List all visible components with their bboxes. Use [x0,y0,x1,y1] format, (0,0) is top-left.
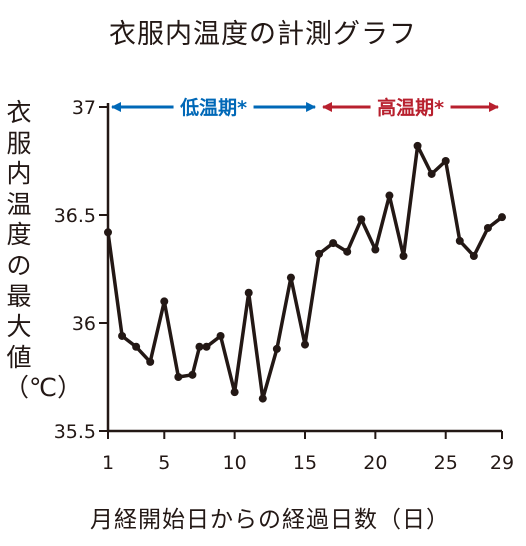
data-point [498,213,506,222]
data-point [188,370,197,379]
data-point [413,141,422,150]
data-point [118,331,127,340]
phase-label: 低温期* [179,96,247,119]
data-point [441,157,450,165]
data-point [244,288,253,297]
data-point [286,273,295,282]
x-tick-label: 15 [293,452,317,474]
data-point [230,388,239,397]
data-point [455,236,464,245]
y-axis-label: 衣服内温度の最大値（℃） [4,98,83,403]
data-point [272,344,281,353]
chart-title: 衣服内温度の計測グラフ [109,19,417,50]
y-tick-label: 36.5 [54,205,96,227]
data-point [343,247,352,256]
x-tick-label: 1 [102,452,114,474]
data-point [174,373,183,381]
y-tick-label: 37 [72,97,96,119]
y-tick-label: 36 [72,313,96,335]
x-tick-label: 29 [490,452,514,474]
x-tick-label: 25 [434,452,458,474]
phase-label: 高温期* [377,96,444,119]
data-point [329,239,338,248]
data-point [132,342,141,351]
data-point [202,342,211,351]
data-point [399,252,408,261]
data-point [146,357,155,366]
data-point [104,228,112,237]
series-line [106,144,504,401]
y-tick-label: 35.5 [54,421,96,443]
x-tick-label: 5 [158,452,170,474]
data-point [258,394,267,403]
data-point [371,245,380,254]
x-tick-label: 20 [363,452,387,474]
x-axis-label: 月経開始日からの経過日数（日） [90,507,450,533]
data-point [160,297,169,306]
data-point [195,342,204,351]
data-point [315,249,324,258]
data-point [483,223,492,232]
data-point [216,331,225,340]
data-point [469,252,478,261]
data-point [357,215,366,224]
data-point [427,169,436,178]
data-point [301,340,309,349]
data-point [385,191,394,200]
x-tick-label: 10 [223,452,247,474]
